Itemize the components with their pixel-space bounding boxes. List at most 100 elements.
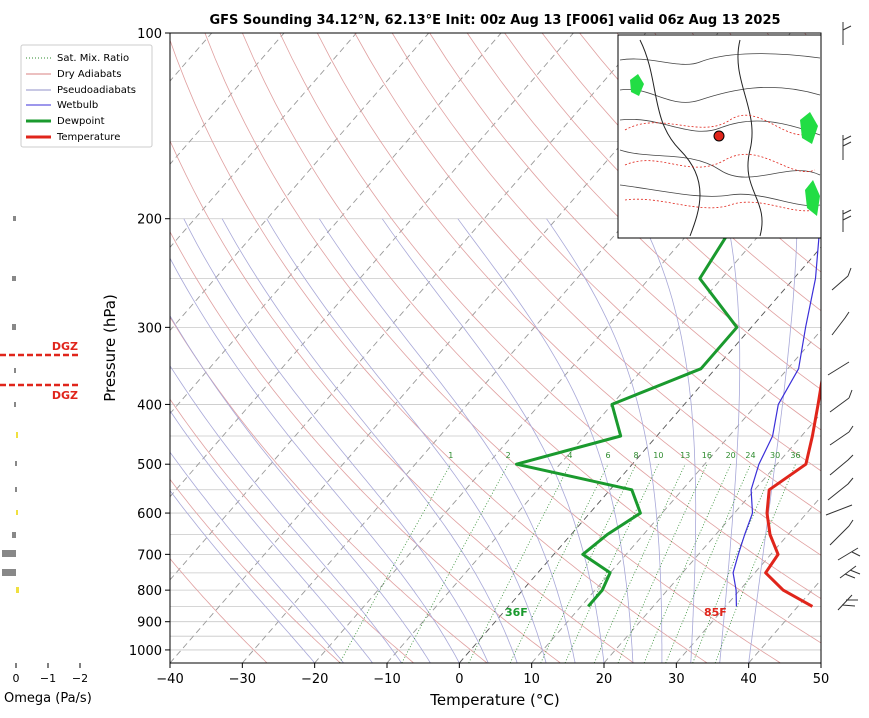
legend-label-dry: Dry Adiabats (57, 69, 121, 80)
axis-layer: −40 −30 −20 −10 0 10 20 30 40 50 100 200 300 400 500 60… (129, 27, 829, 687)
dry-adiabat (170, 558, 268, 663)
x-tick-label: 10 (523, 672, 540, 687)
isotherm (170, 33, 502, 415)
dry-adiabat (391, 33, 821, 472)
dry-adiabat (170, 398, 414, 663)
mixing-ratio-line (593, 464, 686, 663)
legend-label-wetbulb: Wetbulb (57, 100, 98, 111)
omega-bar (14, 402, 16, 407)
omega-bar (16, 510, 18, 515)
location-marker (713, 130, 725, 142)
omega-bar (12, 324, 16, 330)
surface-temperature-label: 85F (704, 606, 727, 619)
omega-panel: DGZ DGZ 0 −1 −2 Omega (Pa/s) (0, 216, 92, 706)
mixing-ratio-label: 13 (680, 451, 690, 460)
isotherm (170, 33, 574, 498)
wind-barb (829, 389, 853, 413)
isotherm (170, 33, 430, 332)
mixing-ratio-label: 24 (745, 451, 755, 460)
y-tick-label: 500 (137, 458, 162, 473)
y-tick-label: 200 (137, 213, 162, 228)
mixing-ratio-line (468, 464, 571, 663)
y-tick-label: 1000 (129, 644, 162, 659)
y-tick-label: 700 (137, 548, 162, 563)
y-tick-label: 400 (137, 398, 162, 413)
map-precip (805, 180, 820, 216)
dgz-label-bottom: DGZ (52, 389, 78, 402)
mixing-ratio-label: 30 (770, 451, 780, 460)
pseudoadiabat (457, 218, 634, 663)
y-axis-label: Pressure (hPa) (101, 294, 119, 402)
map-precip (800, 112, 818, 144)
wind-barb (837, 547, 861, 561)
y-tick-label: 100 (137, 27, 162, 42)
surface-dewpoint-label: 36F (505, 606, 528, 619)
chart-title: GFS Sounding 34.12°N, 62.13°E Init: 00z … (209, 13, 780, 28)
dry-adiabat (279, 33, 821, 600)
dry-adiabat (170, 139, 635, 663)
mixing-ratio-label: 4 (567, 451, 572, 460)
mixing-ratio-label: 8 (634, 451, 639, 460)
pseudoadiabat (170, 490, 316, 663)
isotherm (170, 33, 285, 165)
omega-tick-label: −1 (40, 672, 56, 685)
wind-barb (829, 425, 854, 446)
x-axis-label: Temperature (°C) (429, 691, 559, 709)
mixing-ratio-label: 2 (506, 451, 511, 460)
y-tick-label: 300 (137, 321, 162, 336)
map-isotherm (624, 114, 816, 136)
mixing-ratio-label: 16 (702, 451, 712, 460)
dry-adiabat (204, 33, 781, 663)
pseudoadiabat (546, 218, 663, 663)
omega-bar (12, 532, 16, 538)
series-line-dewpoint (515, 57, 821, 608)
dry-adiabat (504, 33, 821, 351)
legend: Sat. Mix. Ratio Dry Adiabats Pseudoadiab… (20, 44, 153, 148)
wind-barb (827, 361, 850, 376)
plot-frame (169, 32, 822, 664)
x-tick-label: −30 (229, 672, 256, 687)
dry-adiabat (170, 478, 341, 663)
mixing-ratio-label: 6 (606, 451, 611, 460)
mixing-ratio-line (509, 464, 609, 663)
legend-label-dewpoint: Dewpoint (57, 116, 105, 127)
pseudoadiabat (381, 218, 605, 663)
pseudoadiabat (170, 257, 460, 663)
pseudoadiabat (719, 218, 741, 663)
map-contour (619, 87, 821, 103)
mixing-ratio-label: 1 (448, 451, 453, 460)
pseudoadiabat (221, 218, 518, 663)
x-tick-label: −20 (301, 672, 328, 687)
wind-barb (829, 519, 854, 546)
dry-adiabat (170, 316, 488, 663)
omega-bar (12, 276, 16, 281)
pseudoadiabat (266, 218, 547, 663)
mixing-ratio-label: 20 (726, 451, 736, 460)
dry-adiabat (170, 230, 561, 663)
inset-map (617, 34, 822, 239)
wind-barb (831, 267, 852, 291)
mixing-ratio-line (714, 464, 796, 663)
series-line-temperature (764, 377, 821, 608)
pseudoadiabat (170, 365, 402, 663)
dry-adiabat (466, 33, 821, 391)
grid-layer (170, 33, 821, 663)
pseudoadiabat (183, 218, 489, 663)
omega-tick-label: 0 (13, 672, 20, 685)
map-contour (619, 118, 821, 136)
y-tick-label: 900 (137, 616, 162, 631)
isotherm (170, 33, 357, 248)
x-tick-label: −40 (156, 672, 183, 687)
x-tick-label: 20 (596, 672, 613, 687)
omega-bar (15, 487, 17, 492)
y-tick-label: 600 (137, 507, 162, 522)
map-precip (630, 74, 644, 96)
wind-barb (839, 565, 861, 579)
mixing-ratio-label: 36 (790, 451, 800, 460)
pseudoadiabat (170, 451, 344, 663)
dry-adiabat (541, 33, 821, 312)
dgz-label-top: DGZ (52, 340, 78, 353)
x-tick-label: 50 (813, 672, 830, 687)
wind-barb (837, 594, 858, 611)
omega-bar (2, 550, 16, 557)
